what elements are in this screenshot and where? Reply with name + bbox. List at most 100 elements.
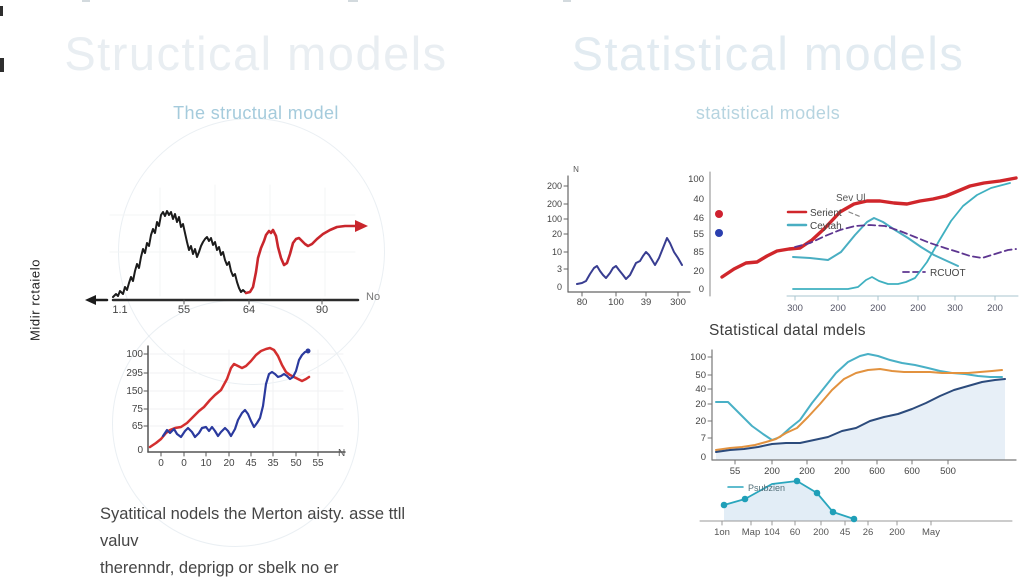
x-tick-label: 45 — [840, 527, 851, 538]
y-tick-label: 50 — [695, 370, 706, 381]
x-tick-label: 600 — [869, 466, 885, 477]
legend-label: Serient — [810, 208, 842, 219]
historical-path — [112, 210, 247, 298]
x-tick-label: 200 — [870, 303, 886, 314]
y-tick-label: 0 — [699, 284, 704, 295]
x-tick-label: 104 — [764, 527, 780, 538]
caption-line-2: therenndr, deprigp or sbelk no er cotlbe… — [100, 559, 339, 578]
x-tick-label: 0 — [181, 458, 187, 469]
forecast-arrowhead — [355, 220, 368, 232]
x-tick-label: 26 — [863, 527, 874, 538]
x-tick-label: 300 — [947, 303, 963, 314]
teal-area-fill — [724, 481, 854, 521]
y-tick-label: 0 — [557, 282, 562, 292]
x-tick-label: 64 — [243, 304, 255, 316]
rcuot-purple-line — [794, 224, 1017, 259]
axis-end-label: N — [338, 448, 345, 459]
red-dot — [715, 210, 723, 218]
x-tick-label: 55 — [730, 466, 741, 477]
legend-label: Psubzien — [748, 483, 785, 493]
left-subtitle: The structual model — [173, 103, 339, 123]
right-subtitle: statistical models — [695, 103, 841, 123]
navy-series — [576, 237, 683, 285]
right-ghost-title: Statistical models — [571, 27, 965, 80]
y-tick-label: 46 — [693, 213, 704, 224]
x-tick-label: 500 — [940, 466, 956, 477]
axis-left-arrowhead — [85, 295, 96, 305]
x-tick-label: 60 — [790, 527, 801, 538]
x-tick-label: 200 — [764, 466, 780, 477]
statistical-data-models-title: Statistical datal mdels — [709, 322, 866, 339]
y-tick-label: 100 — [547, 214, 562, 224]
y-tick-label: 150 — [126, 386, 143, 397]
blue-end-dot — [305, 348, 311, 354]
x-tick-label: 10 — [200, 458, 212, 469]
y-tick-label: 20 — [693, 266, 704, 277]
legend-label: RCUOT — [930, 268, 966, 279]
legend-title: Sev Ul — [836, 193, 865, 204]
x-tick-label: 300 — [670, 297, 686, 308]
y-tick-label: 0 — [701, 452, 706, 463]
y-tick-label: 100 — [690, 352, 706, 363]
x-tick-label: 50 — [290, 458, 302, 469]
marker-dot — [829, 508, 837, 516]
x-tick-label: 200 — [830, 303, 846, 314]
marker-dot — [793, 477, 801, 485]
x-tick-label: 55 — [178, 304, 190, 316]
x-tick-label: Map — [742, 527, 760, 538]
navy-series — [715, 378, 1006, 453]
x-tick-label: 80 — [577, 297, 588, 308]
caption-line-1: Syatitical nodels the Merton aisty. asse… — [100, 505, 406, 551]
x-tick-label: 200 — [987, 303, 1003, 314]
x-tick-label: 35 — [267, 458, 279, 469]
edge-mark — [0, 6, 3, 16]
x-tick-label: 200 — [834, 466, 850, 477]
y-tick-label: 40 — [695, 384, 706, 395]
y-tick-label: 55 — [693, 229, 704, 240]
x-tick-label: 55 — [312, 458, 324, 469]
y-tick-label: 20 — [695, 416, 706, 427]
axis-top-label: N — [573, 165, 579, 174]
edge-mark — [0, 58, 4, 72]
x-tick-label: 1on — [714, 527, 730, 538]
x-tick-label: 45 — [245, 458, 257, 469]
x-tick-label: 200 — [889, 527, 905, 538]
blue-series — [161, 349, 310, 439]
x-tick-label: May — [922, 527, 940, 538]
y-tick-label: 10 — [552, 247, 562, 257]
left-caption: Syatitical nodels the Merton aisty. asse… — [100, 501, 430, 585]
edge-speck — [563, 0, 571, 2]
x-tick-label: 20 — [223, 458, 235, 469]
marker-dot — [741, 495, 749, 503]
y-tick-label: 20 — [695, 399, 706, 410]
axis-end-label: No — [366, 291, 380, 303]
legend-gray-dash — [848, 211, 862, 218]
y-tick-label: 40 — [693, 194, 704, 205]
serient-red-line — [720, 176, 1018, 279]
y-tick-label: 100 — [688, 174, 704, 185]
x-tick-label: 100 — [608, 297, 624, 308]
y-tick-label: 3 — [557, 264, 562, 274]
orange-series — [715, 368, 1003, 451]
x-tick-label: 0 — [158, 458, 164, 469]
x-tick-label: 1.1 — [112, 304, 127, 316]
x-tick-label: 600 — [904, 466, 920, 477]
x-tick-label: 39 — [641, 297, 652, 308]
y-tick-label: 200 — [547, 199, 562, 209]
y-tick-label: 7 — [701, 433, 706, 444]
x-tick-label: 200 — [799, 466, 815, 477]
y-tick-label: 20 — [552, 229, 562, 239]
blue-dot — [715, 229, 723, 237]
y-tick-label: 100 — [126, 349, 143, 360]
x-tick-label: 300 — [787, 303, 803, 314]
teal-riser-line — [792, 182, 1011, 290]
y-tick-label: 200 — [547, 181, 562, 191]
y-tick-label: 75 — [132, 404, 144, 415]
navy-area-fill — [716, 379, 1005, 460]
marker-dot — [720, 501, 728, 509]
y-tick-label: 65 — [132, 421, 144, 432]
y-tick-label: 295 — [126, 368, 143, 379]
y-tick-label: 85 — [693, 247, 704, 258]
